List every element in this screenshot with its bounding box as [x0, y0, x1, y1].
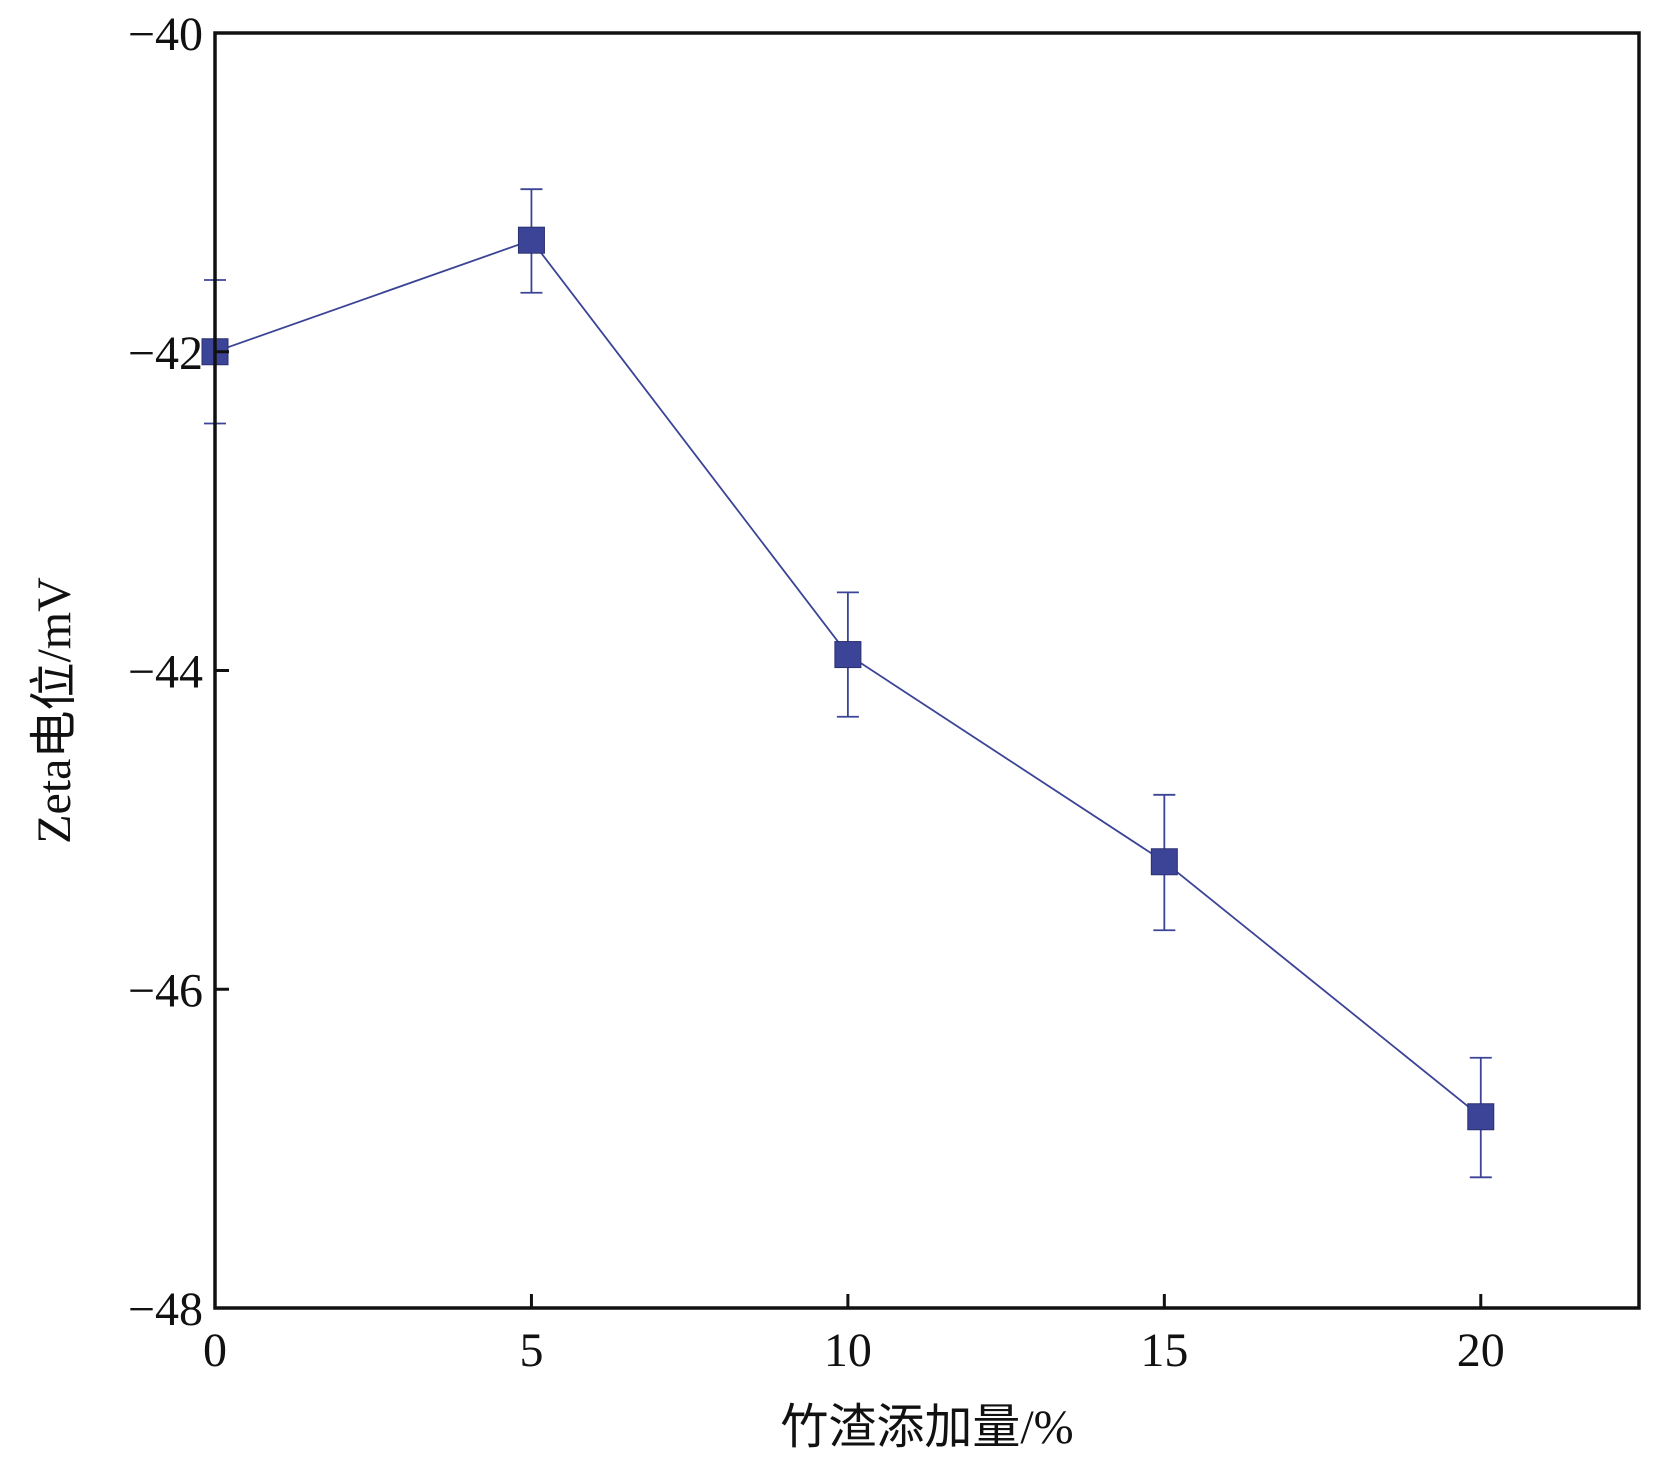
x-axis-title: 竹渣添加量/% — [780, 1401, 1073, 1454]
x-tick-label: 0 — [203, 1324, 227, 1377]
y-tick-label: −40 — [128, 8, 203, 61]
data-point — [1150, 848, 1178, 876]
x-tick-label: 5 — [519, 1324, 543, 1377]
axis-ticks — [213, 31, 1483, 1310]
y-tick-label: −42 — [128, 327, 203, 380]
x-tick-label: 10 — [824, 1324, 872, 1377]
y-tick-label: −48 — [128, 1283, 203, 1336]
y-tick-label: −44 — [128, 646, 203, 699]
y-axis-title: Zeta电位/mV — [28, 577, 81, 844]
tick-labels: 0 5 10 15 20 −40 −42 −44 −46 −48 — [128, 8, 1505, 1377]
y-tick-label: −46 — [128, 964, 203, 1017]
error-bars — [204, 188, 1492, 1179]
plot-frame — [213, 31, 1641, 1310]
data-point — [1467, 1103, 1495, 1131]
data-point — [834, 641, 862, 669]
data-point — [517, 226, 545, 254]
x-tick-label: 15 — [1140, 1324, 1188, 1377]
x-tick-label: 20 — [1457, 1324, 1505, 1377]
